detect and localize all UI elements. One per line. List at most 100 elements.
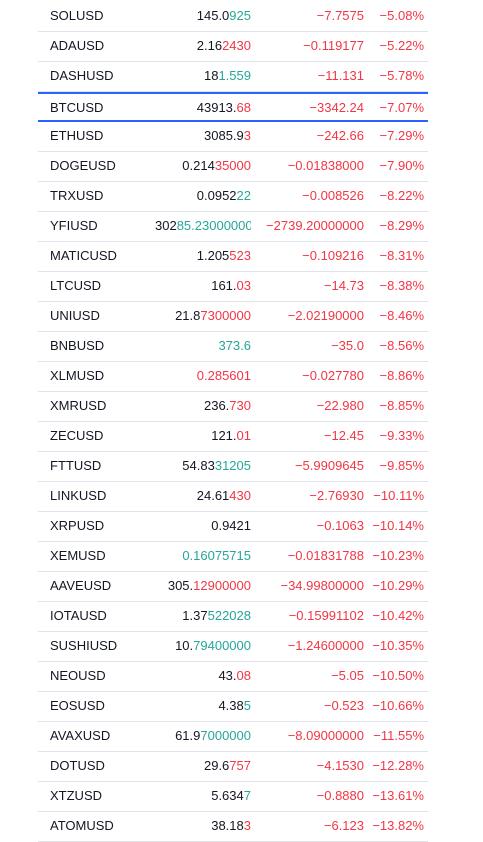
- price-part: 03: [236, 278, 251, 293]
- watchlist-row[interactable]: DOTUSD 29.6757 −4.1530 −12.28%: [38, 752, 428, 782]
- symbol: BNBUSD: [50, 338, 105, 353]
- change-percent: −10.42%: [372, 608, 424, 623]
- watchlist-row[interactable]: ETHUSD 3085.93 −242.66 −7.29%: [38, 122, 428, 152]
- change: −0.8880: [316, 788, 364, 803]
- price: 43913.68: [155, 94, 251, 122]
- price-part: 2.16: [196, 38, 223, 53]
- watchlist-row[interactable]: FTTUSD 54.8331205 −5.9909645 −9.85%: [38, 452, 428, 482]
- price: 61.97000000: [155, 722, 251, 750]
- price-part: 1.205: [196, 248, 230, 263]
- watchlist-row[interactable]: ATOMUSD 38.183 −6.123 −13.82%: [38, 812, 428, 842]
- change-percent: −8.46%: [379, 308, 424, 323]
- price: 43.08: [155, 662, 251, 690]
- watchlist-row[interactable]: SOLUSD 145.0925 −7.7575 −5.08%: [38, 2, 428, 32]
- symbol: UNIUSD: [50, 308, 100, 323]
- price-part: 31205: [214, 458, 251, 473]
- price-part: 4.38: [218, 698, 244, 713]
- watchlist-row[interactable]: LINKUSD 24.61430 −2.76930 −10.11%: [38, 482, 428, 512]
- price-part: 0.16075715: [182, 548, 251, 563]
- price-part: 730: [229, 398, 251, 413]
- watchlist-row[interactable]: TRXUSD 0.095222 −0.008526 −8.22%: [38, 182, 428, 212]
- watchlist-row[interactable]: EOSUSD 4.385 −0.523 −10.66%: [38, 692, 428, 722]
- change: −4.1530: [316, 758, 364, 773]
- change: −1.24600000: [287, 638, 364, 653]
- symbol: BTCUSD: [50, 100, 104, 115]
- change: −0.523: [323, 698, 364, 713]
- watchlist-row[interactable]: DOGEUSD 0.21435000 −0.01838000 −7.90%: [38, 152, 428, 182]
- change-percent: −11.55%: [373, 728, 424, 743]
- watchlist-row[interactable]: XRPUSD 0.9421 −0.1063 −10.14%: [38, 512, 428, 542]
- symbol: ETHUSD: [50, 128, 104, 143]
- change-percent: −7.29%: [379, 128, 424, 143]
- price-part: 18: [203, 68, 219, 83]
- change-percent: −8.38%: [379, 278, 424, 293]
- symbol: LINKUSD: [50, 488, 107, 503]
- price: 10.79400000: [155, 632, 251, 660]
- symbol: AVAXUSD: [50, 728, 111, 743]
- price-part: 01: [236, 428, 251, 443]
- price-part: 7000000: [200, 728, 251, 743]
- price-part: 302: [155, 218, 177, 233]
- price: 24.61430: [155, 482, 251, 510]
- price-part: 373.6: [218, 338, 251, 353]
- watchlist-row[interactable]: UNIUSD 21.87300000 −2.02190000 −8.46%: [38, 302, 428, 332]
- change: −3342.24: [309, 100, 364, 115]
- change: −34.99800000: [280, 578, 364, 593]
- watchlist-row[interactable]: ZECUSD 121.01 −12.45 −9.33%: [38, 422, 428, 452]
- change-percent: −13.61%: [372, 788, 424, 803]
- price-part: 29.6: [203, 758, 230, 773]
- change: −12.45: [323, 428, 364, 443]
- watchlist-row[interactable]: ADAUSD 2.162430 −0.119177 −5.22%: [38, 32, 428, 62]
- watchlist-row[interactable]: BTCUSD 43913.68 −3342.24 −7.07%: [38, 92, 428, 122]
- watchlist-row[interactable]: MATICUSD 1.205523 −0.109216 −8.31%: [38, 242, 428, 272]
- watchlist-row[interactable]: NEOUSD 43.08 −5.05 −10.50%: [38, 662, 428, 692]
- change-percent: −8.22%: [379, 188, 424, 203]
- symbol: XLMUSD: [50, 368, 105, 383]
- price-part: 3085.9: [204, 128, 244, 143]
- price-part: 85.23000000: [176, 218, 251, 233]
- change-percent: −9.85%: [379, 458, 424, 473]
- price: 305.12900000: [155, 572, 251, 600]
- change: −7.7575: [316, 8, 364, 23]
- symbol: XTZUSD: [50, 788, 102, 803]
- price: 54.8331205: [155, 452, 251, 480]
- watchlist-row[interactable]: XTZUSD 5.6347 −0.8880 −13.61%: [38, 782, 428, 812]
- price: 21.87300000: [155, 302, 251, 330]
- change-percent: −12.28%: [372, 758, 424, 773]
- price-part: 68: [236, 100, 251, 115]
- symbol: TRXUSD: [50, 188, 104, 203]
- change: −2.76930: [309, 488, 364, 503]
- price-part: 0.285601: [196, 368, 251, 383]
- price: 1.205523: [155, 242, 251, 270]
- price: 4.385: [155, 692, 251, 720]
- watchlist-row[interactable]: AVAXUSD 61.97000000 −8.09000000 −11.55%: [38, 722, 428, 752]
- price-part: 5.634: [211, 788, 244, 803]
- symbol: IOTAUSD: [50, 608, 107, 623]
- price: 3085.93: [155, 122, 251, 150]
- watchlist-row[interactable]: XLMUSD 0.285601 −0.027780 −8.86%: [38, 362, 428, 392]
- price: 373.6: [155, 332, 251, 360]
- change-percent: −5.78%: [379, 68, 424, 83]
- price-part: 522028: [207, 608, 251, 623]
- symbol: FTTUSD: [50, 458, 102, 473]
- watchlist-row[interactable]: DASHUSD 181.559 −11.131 −5.78%: [38, 62, 428, 92]
- price-part: 1.37: [182, 608, 208, 623]
- change: −5.9909645: [294, 458, 364, 473]
- change: −0.15991102: [288, 608, 364, 623]
- change-percent: −10.23%: [372, 548, 424, 563]
- symbol: DOGEUSD: [50, 158, 116, 173]
- change: −0.01831788: [287, 548, 364, 563]
- change-percent: −13.82%: [372, 818, 424, 833]
- price: 38.183: [155, 812, 251, 840]
- price-part: 43913.: [196, 100, 237, 115]
- watchlist-row[interactable]: YFIUSD 30285.23000000 −2739.20000000 −8.29%: [38, 212, 428, 242]
- watchlist-row[interactable]: XEMUSD 0.16075715 −0.01831788 −10.23%: [38, 542, 428, 572]
- watchlist-row[interactable]: BNBUSD 373.6 −35.0 −8.56%: [38, 332, 428, 362]
- change: −5.05: [331, 668, 364, 683]
- watchlist-row[interactable]: SUSHIUSD 10.79400000 −1.24600000 −10.35%: [38, 632, 428, 662]
- watchlist-row[interactable]: AAVEUSD 305.12900000 −34.99800000 −10.29%: [38, 572, 428, 602]
- change: −11.131: [317, 68, 364, 83]
- watchlist-row[interactable]: IOTAUSD 1.37522028 −0.15991102 −10.42%: [38, 602, 428, 632]
- watchlist-row[interactable]: LTCUSD 161.03 −14.73 −8.38%: [38, 272, 428, 302]
- watchlist-row[interactable]: XMRUSD 236.730 −22.980 −8.85%: [38, 392, 428, 422]
